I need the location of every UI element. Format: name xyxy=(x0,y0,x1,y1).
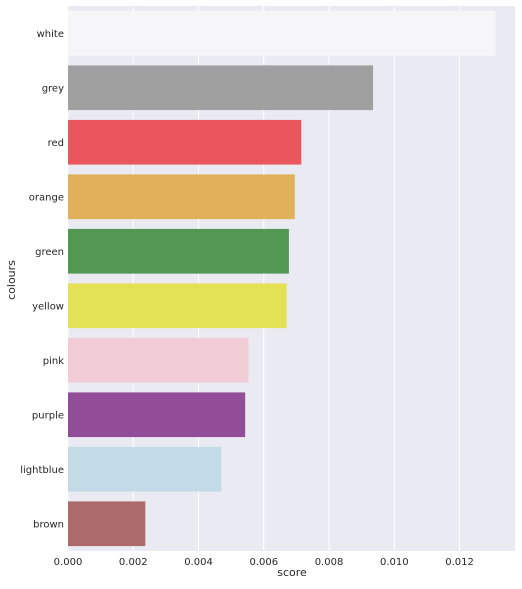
y-tick-label-purple: purple xyxy=(32,410,64,421)
y-tick-label-red: red xyxy=(48,138,64,149)
bar-red xyxy=(68,119,302,165)
y-tick-label-orange: orange xyxy=(29,192,64,203)
bar-pink xyxy=(68,337,249,383)
bar-white xyxy=(68,10,496,56)
x-tick-label: 0.000 xyxy=(54,557,83,568)
x-tick-label: 0.002 xyxy=(119,557,148,568)
bar-purple xyxy=(68,392,246,438)
y-tick-label-brown: brown xyxy=(33,519,64,530)
y-axis-label: colours xyxy=(5,260,18,300)
x-tick-label: 0.004 xyxy=(184,557,213,568)
bar-brown xyxy=(68,501,146,547)
x-tick-labels: 0.000 0.002 0.004 0.006 0.008 0.010 0.012 xyxy=(54,557,474,568)
x-tick-label: 0.012 xyxy=(445,557,474,568)
x-tick-label: 0.006 xyxy=(249,557,278,568)
x-tick-label: 0.008 xyxy=(315,557,344,568)
bars xyxy=(68,10,496,547)
y-tick-label-grey: grey xyxy=(42,83,64,94)
y-tick-label-pink: pink xyxy=(43,356,64,367)
bar-yellow xyxy=(68,283,287,329)
y-tick-label-green: green xyxy=(35,247,64,258)
bar-grey xyxy=(68,65,374,111)
y-tick-label-white: white xyxy=(37,29,64,40)
bar-orange xyxy=(68,174,295,220)
x-tick-label: 0.010 xyxy=(380,557,409,568)
bar-green xyxy=(68,228,289,274)
y-tick-labels: white grey red orange green yellow pink purple l… xyxy=(20,29,64,531)
x-axis-label: score xyxy=(277,566,307,579)
bar-lightblue xyxy=(68,446,222,492)
y-tick-label-lightblue: lightblue xyxy=(20,465,64,476)
y-tick-label-yellow: yellow xyxy=(32,301,64,312)
